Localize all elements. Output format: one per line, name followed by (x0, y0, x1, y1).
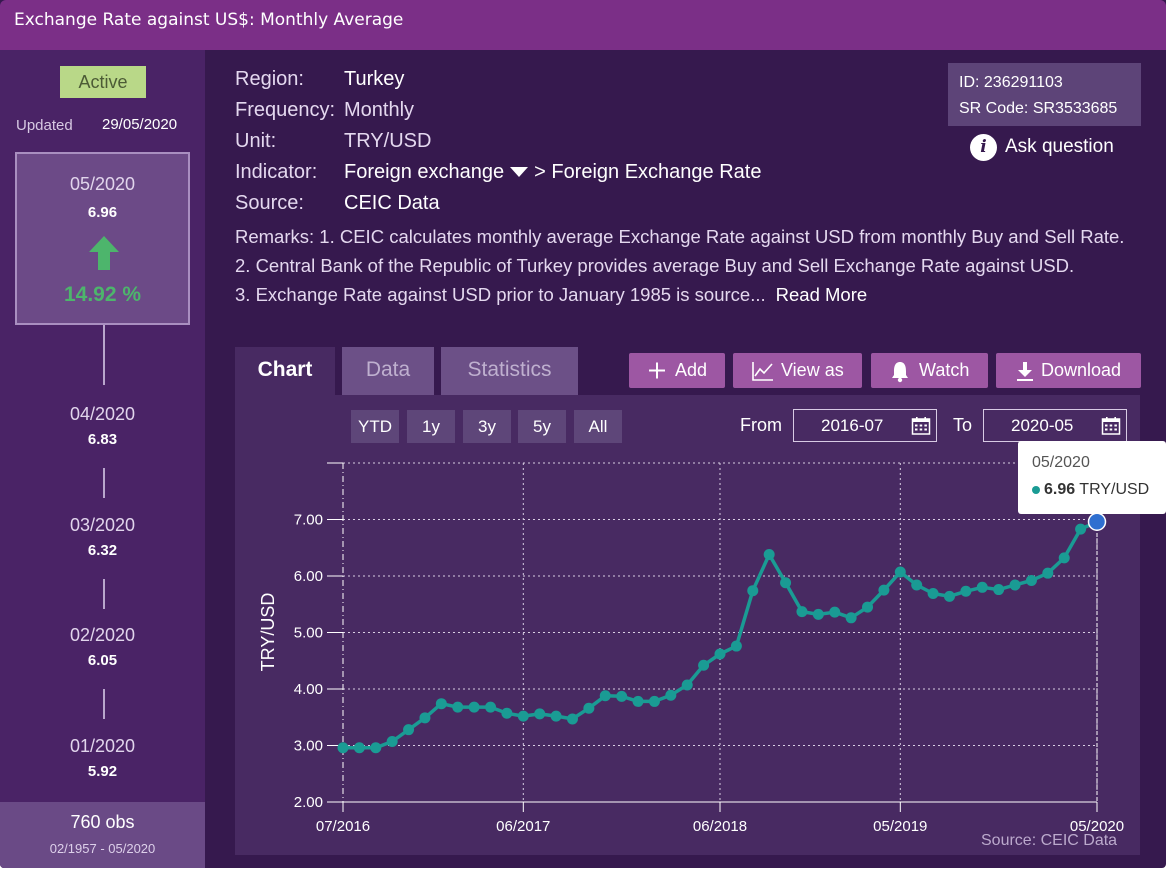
unit-label: Unit: (235, 130, 277, 152)
tab-statistics[interactable]: Statistics (441, 347, 578, 395)
caret-down-icon[interactable] (510, 166, 529, 177)
tooltip-value: 6.96 (1044, 481, 1076, 498)
indicator-sub: > Foreign Exchange Rate (534, 161, 762, 183)
chart-tooltip: 05/2020 6.96 TRY/USD (1018, 441, 1166, 514)
add-button[interactable]: Add (629, 353, 725, 388)
history-item[interactable]: 04/2020 6.83 (0, 404, 205, 448)
frequency-label: Frequency: (235, 99, 336, 121)
history-value: 6.05 (87, 652, 118, 669)
sr-code: SR Code: SR3533685 (959, 100, 1118, 117)
window-title: Exchange Rate against US$: Monthly Avera… (14, 10, 404, 30)
chart-panel (235, 395, 1140, 855)
watch-button[interactable]: Watch (871, 353, 988, 388)
history-period: 03/2020 (69, 515, 136, 535)
from-date-value: 2016-07 (821, 416, 884, 435)
history-period: 04/2020 (69, 404, 136, 424)
source-value: CEIC Data (344, 192, 440, 214)
region-value: Turkey (344, 68, 405, 90)
tab-chart[interactable]: Chart (235, 347, 335, 395)
remarks-line-2: 2. Central Bank of the Republic of Turke… (235, 255, 1075, 276)
range-button-ytd[interactable]: YTD (351, 410, 399, 443)
from-label: From (740, 415, 782, 435)
calendar-icon[interactable] (911, 416, 931, 436)
tooltip-unit: TRY/USD (1079, 481, 1150, 498)
to-date-value: 2020-05 (1011, 416, 1074, 435)
indicator-value: Foreign exchange > Foreign Exchange Rate (344, 161, 761, 184)
history-period: 01/2020 (69, 736, 136, 756)
current-value: 6.96 (87, 204, 118, 221)
plus-icon (649, 362, 665, 379)
current-period: 05/2020 (69, 174, 136, 194)
from-date-field[interactable]: 2016-07 (793, 409, 937, 442)
history-value: 6.83 (87, 431, 118, 448)
bell-icon (892, 362, 908, 383)
series-dot-icon (1032, 485, 1040, 494)
range-button-1y[interactable]: 1y (407, 410, 455, 443)
history-item[interactable]: 03/2020 6.32 (0, 515, 205, 559)
line-chart-icon (752, 362, 773, 381)
unit-value: TRY/USD (344, 130, 432, 152)
source-label: Source: (235, 192, 304, 214)
tooltip-period: 05/2020 (1032, 454, 1090, 471)
indicator-dropdown[interactable]: Foreign exchange (344, 161, 505, 183)
history-item[interactable]: 02/2020 6.05 (0, 625, 205, 669)
add-label: Add (675, 360, 708, 380)
region-label: Region: (235, 68, 304, 90)
remarks: Remarks: 1. CEIC calculates monthly aver… (235, 222, 1135, 309)
ask-question-label: Ask question (1005, 136, 1114, 157)
history-item[interactable]: 01/2020 5.92 (0, 736, 205, 780)
timeline-connector (103, 689, 105, 719)
range-button-5y[interactable]: 5y (518, 410, 566, 443)
change-percent: 14.92 % (63, 283, 142, 306)
timeline-connector (103, 468, 105, 498)
history-value: 5.92 (87, 763, 118, 780)
view-as-label: View as (781, 360, 844, 380)
frequency-value: Monthly (344, 99, 415, 121)
watch-label: Watch (919, 360, 970, 380)
range-button-all[interactable]: All (574, 410, 622, 443)
tooltip-value-row: 6.96 TRY/USD (1032, 481, 1149, 499)
obs-range: 02/1957 - 05/2020 (49, 841, 156, 856)
timeline-connector (103, 579, 105, 609)
history-value: 6.32 (87, 542, 118, 559)
history-period: 02/2020 (69, 625, 136, 645)
arrow-up-icon (89, 236, 119, 270)
title-bar: Exchange Rate against US$: Monthly Avera… (0, 0, 1166, 50)
updated-label: Updated (16, 117, 73, 134)
id-box: ID: 236291103 SR Code: SR3533685 (948, 63, 1141, 126)
obs-count: 760 obs (70, 812, 135, 832)
remarks-line-1: Remarks: 1. CEIC calculates monthly aver… (235, 226, 1125, 247)
indicator-label: Indicator: (235, 161, 318, 183)
to-date-field[interactable]: 2020-05 (983, 409, 1127, 442)
current-value-card[interactable]: 05/2020 6.96 14.92 % (15, 152, 190, 325)
info-icon: i (970, 134, 997, 161)
download-button[interactable]: Download (996, 353, 1141, 388)
timeline-connector (103, 325, 105, 385)
observations-box: 760 obs 02/1957 - 05/2020 (0, 802, 205, 868)
download-label: Download (1041, 360, 1122, 380)
remarks-line-3: 3. Exchange Rate against USD prior to Ja… (235, 284, 766, 305)
updated-date: 29/05/2020 (102, 116, 178, 133)
range-button-3y[interactable]: 3y (463, 410, 511, 443)
status-badge: Active (60, 66, 146, 98)
download-icon (1017, 362, 1033, 381)
series-id: ID: 236291103 (959, 74, 1063, 91)
to-label: To (953, 415, 973, 435)
read-more-link[interactable]: Read More (775, 284, 868, 305)
calendar-icon[interactable] (1101, 416, 1121, 436)
tab-data[interactable]: Data (342, 347, 434, 395)
chart-source-note: Source: CEIC Data (981, 832, 1118, 849)
view-as-button[interactable]: View as (733, 353, 862, 388)
sidebar: Active Updated 29/05/2020 05/2020 6.96 1… (0, 50, 205, 868)
